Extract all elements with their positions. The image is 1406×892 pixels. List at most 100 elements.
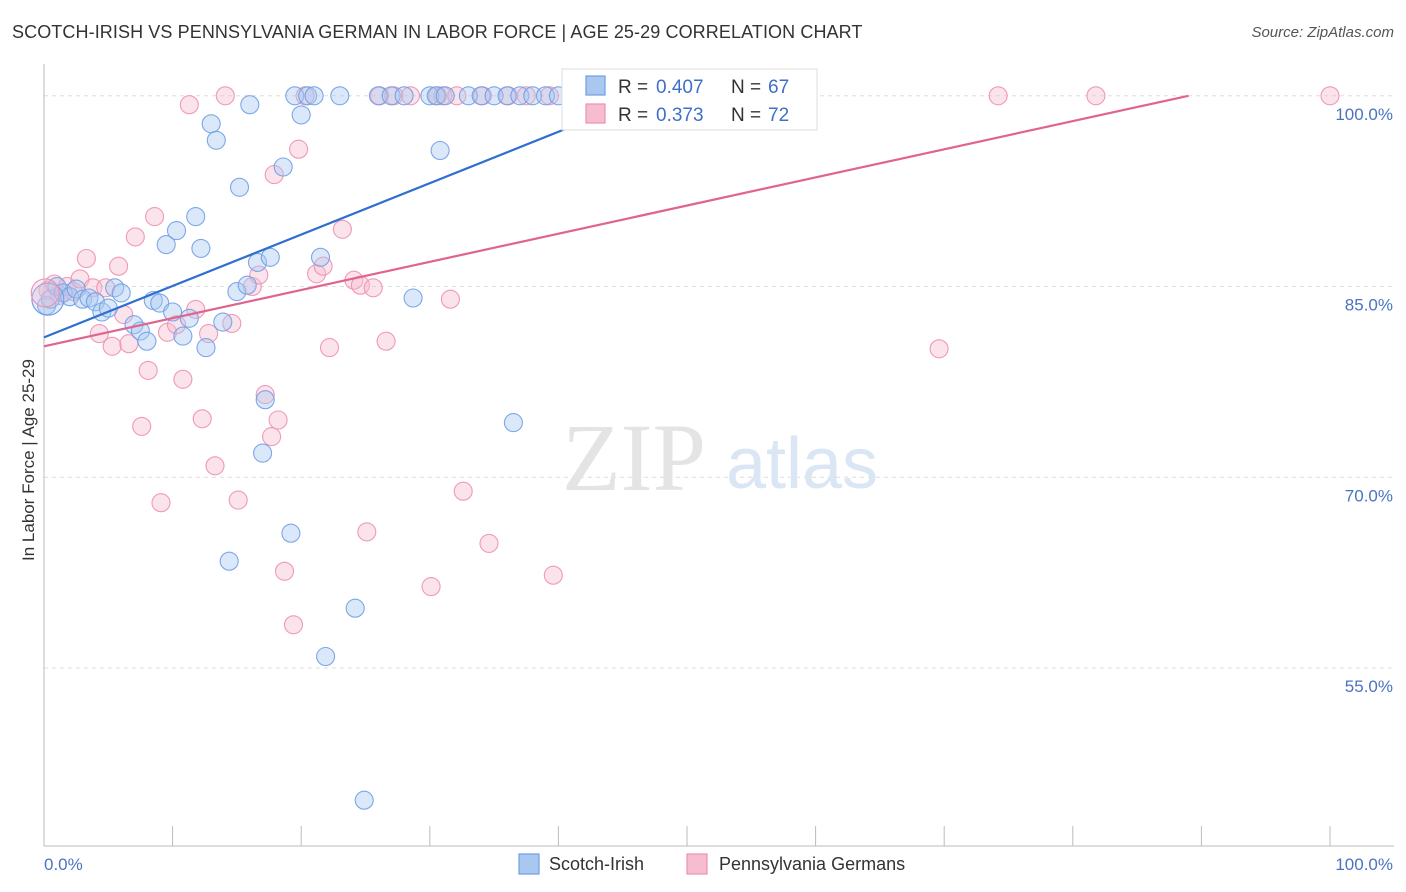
legend-r-label-2: R = [618, 105, 648, 126]
point-scotch-irish-15 [137, 331, 157, 351]
axes [43, 64, 1394, 847]
x-tick-label-0: 0.0% [44, 855, 83, 874]
trend-line-pennsylvania-germans [43, 94, 1189, 348]
x-tick-labels: 0.0% 100.0% [44, 855, 1393, 874]
bottom-swatch-scotch-irish [518, 853, 540, 875]
point-pennsylvania-germans-24 [192, 409, 212, 429]
point-scotch-irish-53 [420, 86, 440, 106]
point-pennsylvania-germans-32 [255, 385, 275, 405]
y-axis-label: In Labor Force | Age 25-29 [19, 359, 38, 561]
point-scotch-irish-32 [237, 275, 257, 295]
legend-swatch-pennsylvania-germans [585, 103, 606, 124]
point-pennsylvania-germans-57 [453, 481, 473, 501]
point-scotch-irish-51 [394, 86, 414, 106]
point-pennsylvania-germans-51 [400, 86, 421, 106]
point-scotch-irish-61 [503, 413, 523, 433]
point-pennsylvania-germans-71 [1086, 86, 1106, 106]
trend-line-scotch-irish [43, 94, 649, 339]
point-scotch-irish-12 [111, 283, 131, 303]
point-scotch-irish-48 [354, 790, 374, 810]
watermark-zip: ZIP [562, 404, 706, 511]
point-scotch-irish-44 [310, 247, 331, 267]
point-pennsylvania-germans-47 [363, 278, 383, 298]
point-scotch-irish-31 [229, 177, 250, 197]
point-pennsylvania-germans-cluster [30, 278, 60, 308]
point-scotch-irish-37 [260, 247, 280, 267]
legend-r-value-2: 0.373 [656, 105, 704, 126]
watermark: ZIP atlas [562, 404, 878, 511]
chart-title: SCOTCH-IRISH VS PENNSYLVANIA GERMAN IN L… [12, 22, 863, 42]
point-scotch-irish-cluster [31, 282, 65, 316]
point-pennsylvania-germans-49 [376, 331, 396, 351]
legend-n-value-1: 67 [768, 77, 789, 98]
point-scotch-irish-45 [316, 646, 336, 667]
point-pennsylvania-germans-35 [268, 410, 288, 430]
point-scotch-irish-39 [281, 523, 301, 543]
legend-r-label-1: R = [618, 77, 648, 98]
point-scotch-irish-25 [196, 338, 216, 358]
bottom-label-pennsylvania-germans: Pennsylvania Germans [719, 854, 905, 874]
point-scotch-irish-34 [247, 252, 268, 272]
point-pennsylvania-germans-33 [262, 427, 282, 447]
point-pennsylvania-germans-37 [283, 615, 304, 635]
point-pennsylvania-germans-22 [179, 95, 199, 115]
point-pennsylvania-germans-63 [543, 565, 563, 585]
point-pennsylvania-germans-14 [125, 227, 145, 247]
point-pennsylvania-germans-40 [307, 264, 327, 284]
point-scotch-irish-46 [330, 86, 350, 106]
point-pennsylvania-germans-43 [332, 219, 352, 239]
data-points [30, 86, 1340, 810]
series-legend: Scotch-Irish Pennsylvania Germans [518, 853, 905, 875]
point-pennsylvania-germans-42 [319, 338, 340, 358]
point-pennsylvania-germans-56 [447, 86, 467, 106]
point-scotch-irish-27 [206, 130, 226, 150]
point-pennsylvania-germans-46 [357, 522, 377, 542]
point-scotch-irish-56 [435, 86, 455, 106]
point-pennsylvania-germans-61 [516, 86, 536, 106]
stats-legend: R = 0.407 N = 67 R = 0.373 N = 72 [561, 68, 818, 131]
legend-swatch-scotch-irish [585, 75, 606, 96]
point-scotch-irish-41 [291, 105, 311, 125]
legend-n-label-1: N = [731, 77, 761, 98]
point-scotch-irish-42 [298, 86, 318, 106]
point-scotch-irish-29 [219, 551, 239, 571]
y-tick-labels: 100.0% 85.0% 70.0% 55.0% [1335, 105, 1393, 696]
point-pennsylvania-germans-16 [138, 360, 158, 380]
point-scotch-irish-35 [253, 443, 273, 463]
point-pennsylvania-germans-38 [289, 139, 309, 159]
y-tick-label-1: 85.0% [1345, 296, 1393, 315]
y-tick-label-2: 70.0% [1345, 486, 1393, 505]
point-pennsylvania-germans-18 [151, 493, 171, 513]
point-pennsylvania-germans-55 [440, 289, 460, 309]
point-scotch-irish-23 [186, 207, 206, 227]
point-pennsylvania-germans-11 [109, 256, 129, 276]
point-pennsylvania-germans-26 [205, 456, 225, 476]
point-scotch-irish-38 [273, 157, 293, 177]
point-pennsylvania-germans-52 [421, 577, 441, 597]
point-pennsylvania-germans-6 [76, 248, 96, 269]
legend-r-value-1: 0.407 [656, 77, 704, 98]
point-pennsylvania-germans-27 [215, 86, 235, 106]
point-pennsylvania-germans-70 [988, 86, 1008, 106]
legend-n-value-2: 72 [768, 105, 789, 126]
point-pennsylvania-germans-25 [199, 324, 219, 344]
point-scotch-irish-47 [345, 598, 365, 618]
point-scotch-irish-26 [201, 114, 221, 134]
point-pennsylvania-germans-69 [929, 339, 949, 359]
point-scotch-irish-20 [166, 221, 187, 241]
y-tick-label-0: 100.0% [1335, 105, 1393, 124]
point-scotch-irish-30 [227, 282, 247, 302]
point-pennsylvania-germans-10 [102, 336, 122, 356]
point-pennsylvania-germans-59 [479, 533, 499, 553]
source-label: Source: ZipAtlas.com [1251, 24, 1394, 41]
point-pennsylvania-germans-72 [1320, 86, 1340, 106]
point-scotch-irish-52 [403, 288, 423, 308]
trend-lines [43, 94, 1189, 348]
point-scotch-irish-33 [240, 95, 260, 115]
point-pennsylvania-germans-15 [132, 416, 152, 436]
point-scotch-irish-43 [304, 86, 324, 106]
point-pennsylvania-germans-36 [274, 561, 295, 581]
point-scotch-irish-36 [255, 390, 275, 410]
point-scotch-irish-55 [430, 140, 450, 161]
